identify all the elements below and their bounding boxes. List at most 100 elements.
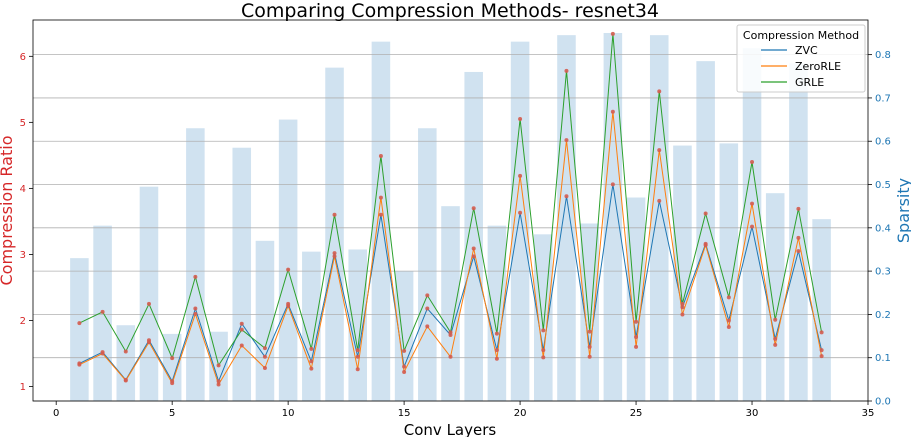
data-point — [541, 355, 546, 360]
x-axis: 0 5 10 15 20 25 30 35 — [53, 401, 874, 419]
x-tick-label: 5 — [169, 408, 175, 419]
y-tick-label: 2 — [20, 316, 26, 327]
data-point — [773, 342, 778, 347]
sparsity-bar — [510, 41, 530, 401]
sparsity-bar — [325, 67, 344, 401]
data-point — [610, 109, 615, 114]
data-point — [796, 206, 801, 211]
y2-tick-label: 0.7 — [875, 93, 891, 104]
data-point — [564, 194, 569, 199]
data-point — [332, 254, 337, 259]
data-point — [123, 378, 128, 383]
sparsity-bar — [696, 61, 715, 402]
data-point — [680, 312, 685, 317]
data-point — [773, 336, 778, 341]
data-point — [634, 319, 639, 324]
y2-tick-label: 0.5 — [875, 180, 891, 191]
x-tick-label: 10 — [282, 408, 295, 419]
data-point — [657, 198, 662, 203]
data-point — [378, 154, 383, 159]
data-point — [332, 251, 337, 256]
data-point — [309, 359, 314, 364]
data-point — [634, 344, 639, 349]
legend-title: Compression Method — [743, 29, 859, 42]
sparsity-bar — [139, 186, 159, 401]
sparsity-bar — [742, 48, 762, 402]
y2-tick-label: 0.6 — [875, 137, 891, 148]
y-axis-right: 0.0 0.1 0.2 0.3 0.4 0.5 0.6 0.7 0.8 — [868, 50, 891, 408]
data-point — [796, 249, 801, 254]
data-point — [494, 348, 499, 353]
plot-frame — [32, 19, 869, 402]
data-point — [100, 351, 105, 356]
y-tick-label: 4 — [20, 184, 26, 195]
data-point — [146, 301, 151, 306]
data-point — [587, 329, 592, 334]
data-point — [286, 267, 291, 272]
sparsity-bar — [719, 143, 739, 402]
data-point — [146, 340, 151, 345]
data-point — [448, 330, 453, 335]
x-tick-label: 15 — [398, 408, 411, 419]
data-point — [77, 362, 82, 367]
y-tick-label: 3 — [20, 250, 26, 261]
data-point — [773, 317, 778, 322]
legend-entry-zvc: ZVC — [795, 44, 818, 57]
data-point — [726, 295, 731, 300]
data-point — [518, 210, 523, 215]
sparsity-bar — [673, 145, 692, 401]
data-point — [216, 379, 221, 384]
series-markers — [77, 31, 824, 387]
y-axis-label: Compression Ratio — [0, 136, 16, 286]
sparsity-bar — [394, 271, 414, 401]
x-tick-label: 20 — [514, 408, 527, 419]
data-point — [378, 195, 383, 200]
data-point — [425, 306, 430, 311]
data-point — [587, 354, 592, 359]
data-point — [610, 182, 615, 187]
data-point — [610, 31, 615, 36]
data-point — [123, 349, 128, 354]
data-point — [170, 356, 175, 361]
sparsity-bar — [255, 240, 275, 401]
data-point — [541, 328, 546, 333]
sparsity-bar — [464, 71, 483, 402]
data-point — [286, 303, 291, 308]
data-point — [657, 148, 662, 153]
sparsity-bar — [487, 225, 507, 401]
sparsity-bar — [626, 197, 646, 401]
data-point — [262, 346, 267, 351]
data-point — [170, 381, 175, 386]
data-point — [494, 331, 499, 336]
data-point — [634, 334, 639, 339]
y2-tick-label: 0.2 — [875, 310, 891, 321]
y2-tick-label: 0.8 — [875, 50, 891, 61]
data-point — [703, 243, 708, 248]
sparsity-bar — [70, 258, 89, 401]
sparsity-bar — [441, 206, 460, 401]
data-point — [703, 211, 708, 216]
y2-tick-label: 0.3 — [875, 267, 891, 278]
data-point — [819, 348, 824, 353]
data-point — [518, 173, 523, 178]
legend: Compression Method ZVC ZeroRLE GRLE — [736, 24, 866, 93]
chart-title: Comparing Compression Methods- resnet34 — [241, 0, 659, 22]
sparsity-bar — [302, 251, 321, 401]
data-point — [309, 346, 314, 351]
data-point — [494, 356, 499, 361]
x-axis-label: Conv Layers — [404, 421, 497, 437]
data-point — [425, 324, 430, 329]
data-point — [355, 367, 360, 372]
sparsity-bar — [278, 119, 298, 402]
data-point — [750, 224, 755, 229]
y2-tick-label: 0.0 — [875, 397, 891, 408]
data-point — [819, 330, 824, 335]
data-point — [471, 254, 476, 259]
data-point — [541, 348, 546, 353]
sparsity-bar — [557, 35, 576, 401]
sparsity-bar — [371, 41, 391, 401]
data-point — [402, 348, 407, 353]
data-point — [239, 321, 244, 326]
data-point — [309, 366, 314, 371]
